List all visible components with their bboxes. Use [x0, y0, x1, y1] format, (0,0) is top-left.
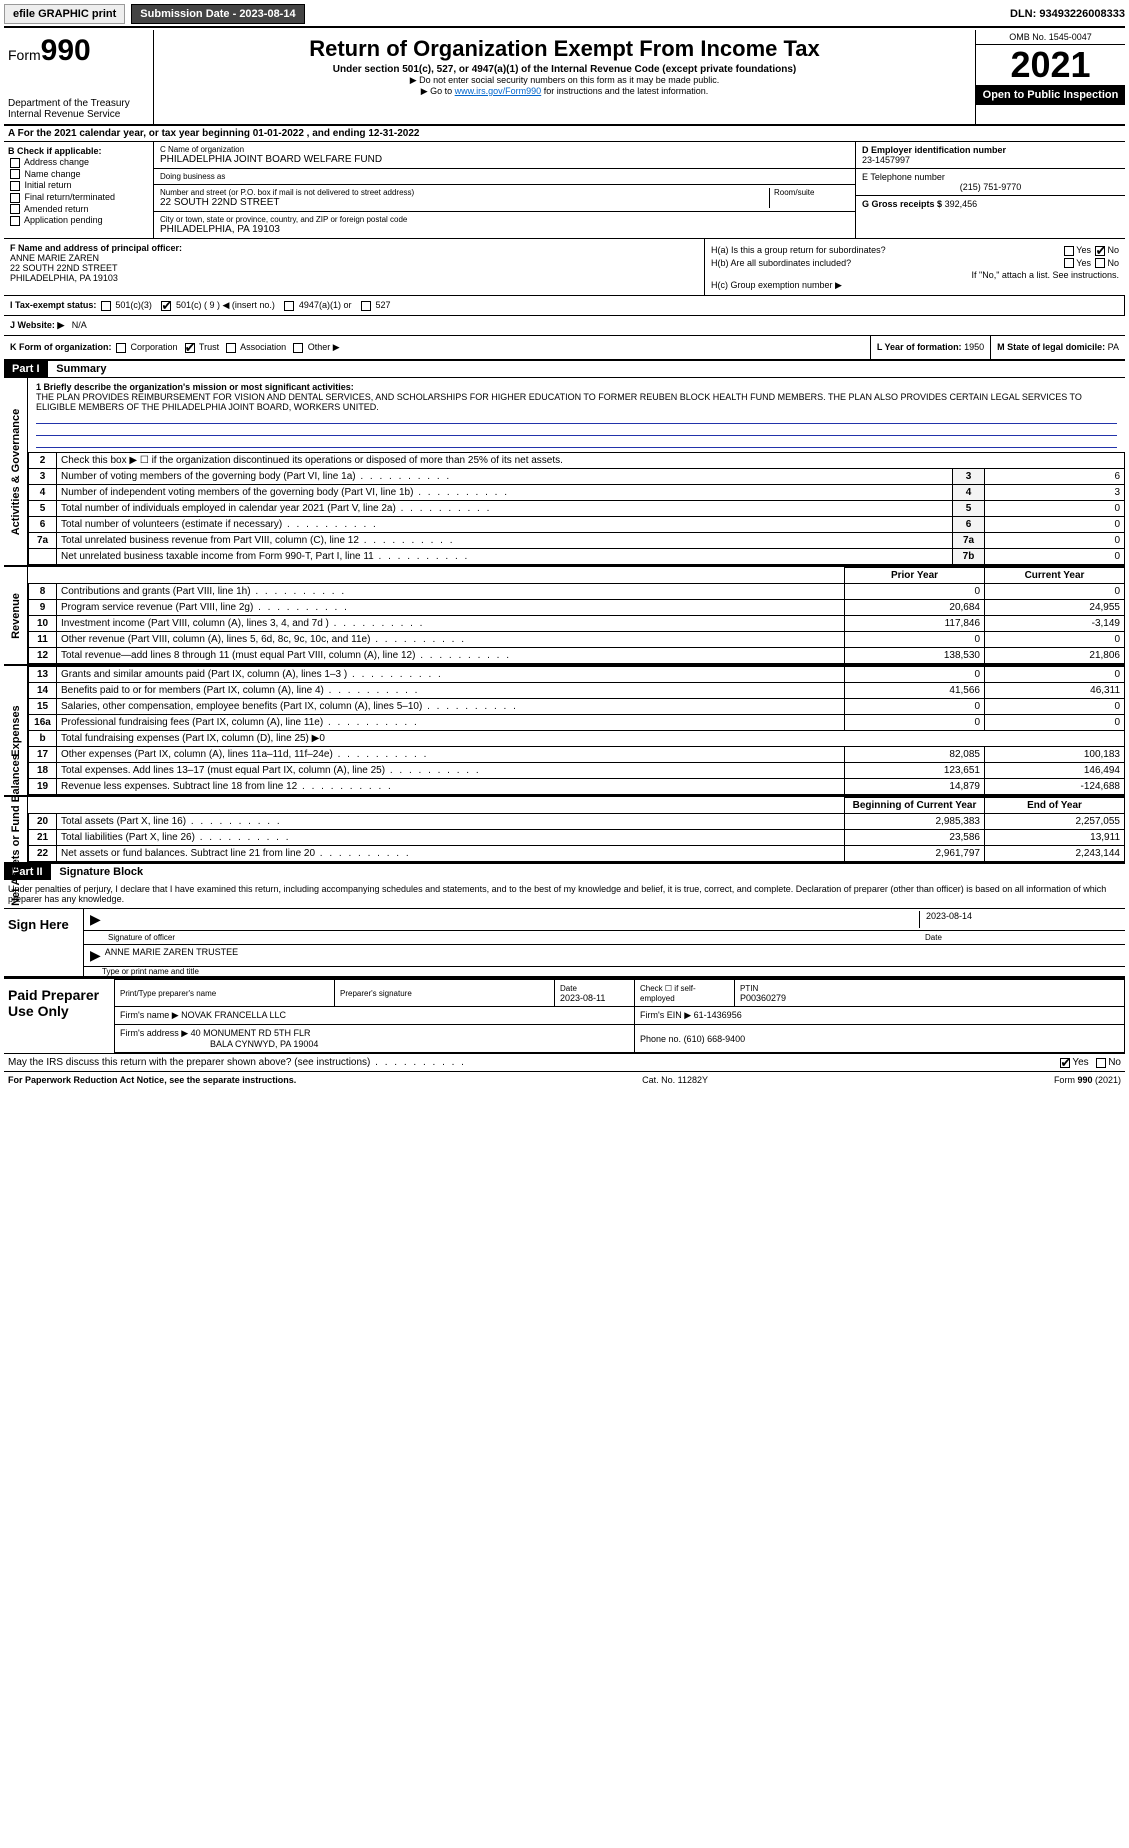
signature-declaration: Under penalties of perjury, I declare th… — [4, 880, 1125, 908]
form-title: Return of Organization Exempt From Incom… — [158, 36, 971, 62]
irs-label: Internal Revenue Service — [8, 109, 149, 120]
address-field: Number and street (or P.O. box if mail i… — [154, 185, 855, 212]
sign-here-section: Sign Here ▶ 2023-08-14 Signature of offi… — [4, 908, 1125, 977]
chk-app-pending[interactable]: Application pending — [8, 215, 149, 226]
dba-field: Doing business as — [154, 169, 855, 185]
mission-block: 1 Briefly describe the organization's mi… — [28, 378, 1125, 452]
group-return-section: H(a) Is this a group return for subordin… — [705, 239, 1125, 295]
tax-year: 2021 — [976, 45, 1125, 85]
row-j: J Website: ▶ N/A — [4, 316, 1125, 336]
gross-receipts-field: G Gross receipts $ 392,456 — [856, 196, 1125, 212]
ssn-note: ▶ Do not enter social security numbers o… — [158, 75, 971, 86]
city-field: City or town, state or province, country… — [154, 212, 855, 238]
org-name-field: C Name of organization PHILADELPHIA JOIN… — [154, 142, 855, 169]
row-klm: K Form of organization: Corporation Trus… — [4, 336, 1125, 361]
form-header: Form990 Department of the Treasury Inter… — [4, 30, 1125, 126]
part2-header: Part II Signature Block — [4, 864, 1125, 880]
type-name-label: Type or print name and title — [84, 967, 1125, 976]
chk-initial-return[interactable]: Initial return — [8, 180, 149, 191]
section-bcd: B Check if applicable: Address change Na… — [4, 142, 1125, 239]
efile-label: efile GRAPHIC print — [4, 4, 125, 24]
form-footer-label: Form 990 (2021) — [1054, 1075, 1121, 1085]
row-ij: I Tax-exempt status: 501(c)(3) 501(c) ( … — [4, 296, 1125, 316]
date-label: Date — [919, 933, 1119, 942]
sign-here-label: Sign Here — [4, 909, 84, 976]
row-a-tax-year: A For the 2021 calendar year, or tax yea… — [4, 126, 1125, 142]
page-footer: For Paperwork Reduction Act Notice, see … — [4, 1071, 1125, 1088]
form-number: Form990 — [8, 34, 149, 68]
top-bar: efile GRAPHIC print Submission Date - 20… — [4, 4, 1125, 24]
arrow-icon: ▶ — [90, 911, 101, 928]
submission-date-button[interactable]: Submission Date - 2023-08-14 — [131, 4, 304, 24]
pra-notice: For Paperwork Reduction Act Notice, see … — [8, 1075, 296, 1085]
tax-exempt-status: I Tax-exempt status: 501(c)(3) 501(c) ( … — [10, 300, 1118, 311]
expenses-section: Expenses 13Grants and similar amounts pa… — [4, 664, 1125, 795]
expenses-table: 13Grants and similar amounts paid (Part … — [28, 666, 1125, 795]
chk-final-return[interactable]: Final return/terminated — [8, 192, 149, 203]
chk-name-change[interactable]: Name change — [8, 169, 149, 180]
may-irs-discuss: May the IRS discuss this return with the… — [4, 1053, 1125, 1071]
dln-label: DLN: 93493226008333 — [1010, 8, 1125, 20]
ein-field: D Employer identification number 23-1457… — [856, 142, 1125, 169]
row-fh: F Name and address of principal officer:… — [4, 239, 1125, 296]
officer-name: ANNE MARIE ZAREN TRUSTEE — [105, 947, 238, 964]
dept-label: Department of the Treasury — [8, 98, 149, 109]
revenue-table: Prior YearCurrent Year8Contributions and… — [28, 567, 1125, 664]
net-assets-section: Net Assets or Fund Balances Beginning of… — [4, 795, 1125, 864]
revenue-section: Revenue Prior YearCurrent Year8Contribut… — [4, 565, 1125, 664]
form-subtitle: Under section 501(c), 527, or 4947(a)(1)… — [158, 64, 971, 75]
open-to-public: Open to Public Inspection — [976, 85, 1125, 105]
paid-preparer-section: Paid Preparer Use Only Print/Type prepar… — [4, 977, 1125, 1053]
vlabel-expenses: Expenses — [10, 705, 22, 756]
vlabel-net-assets: Net Assets or Fund Balances — [10, 754, 22, 906]
paid-preparer-table: Print/Type preparer's name Preparer's si… — [114, 979, 1125, 1053]
telephone-field: E Telephone number (215) 751-9770 — [856, 169, 1125, 196]
chk-address-change[interactable]: Address change — [8, 157, 149, 168]
irs-link[interactable]: www.irs.gov/Form990 — [455, 86, 542, 96]
cat-number: Cat. No. 11282Y — [642, 1075, 708, 1085]
vlabel-governance: Activities & Governance — [10, 408, 22, 535]
chk-amended[interactable]: Amended return — [8, 204, 149, 215]
sig-date: 2023-08-14 — [919, 911, 1119, 928]
governance-table: 2Check this box ▶ ☐ if the organization … — [28, 452, 1125, 565]
col-b-checkboxes: B Check if applicable: Address change Na… — [4, 142, 154, 238]
principal-officer: F Name and address of principal officer:… — [4, 239, 705, 295]
activities-governance-section: Activities & Governance 1 Briefly descri… — [4, 377, 1125, 565]
sig-officer-label: Signature of officer — [108, 933, 175, 942]
arrow-icon: ▶ — [90, 947, 101, 964]
instructions-note: ▶ Go to www.irs.gov/Form990 for instruct… — [158, 86, 971, 97]
omb-number: OMB No. 1545-0047 — [976, 30, 1125, 45]
part1-header: Part I Summary — [4, 361, 1125, 377]
net-assets-table: Beginning of Current YearEnd of Year20To… — [28, 797, 1125, 862]
vlabel-revenue: Revenue — [10, 593, 22, 639]
paid-preparer-label: Paid Preparer Use Only — [4, 979, 114, 1053]
